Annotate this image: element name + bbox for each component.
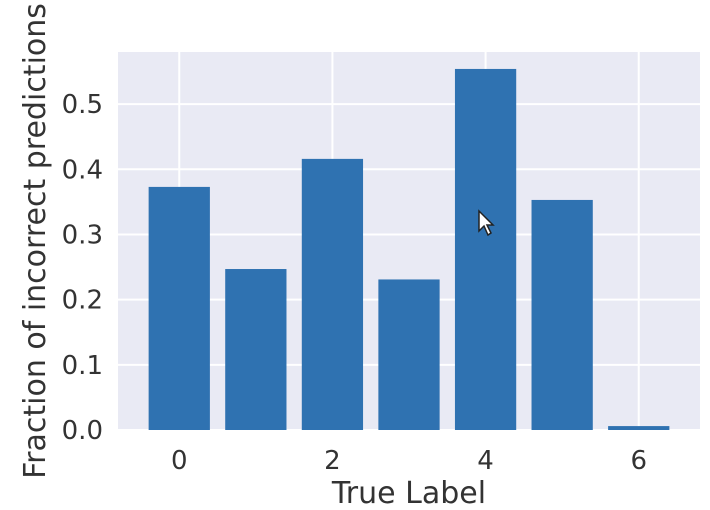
bars xyxy=(148,68,670,430)
mouse-cursor-icon xyxy=(478,209,495,237)
y-tick-label-0-2: 0.2 xyxy=(62,286,103,316)
x-tick-label-2: 2 xyxy=(324,446,341,476)
x-axis-title: True Label xyxy=(331,476,486,510)
y-tick-label-0-1: 0.1 xyxy=(62,351,103,381)
y-axis-title: Fraction of incorrect predictions xyxy=(18,3,53,479)
y-tick-labels: 0.0 0.1 0.2 0.3 0.4 0.5 xyxy=(62,90,103,446)
y-tick-label-0: 0.0 xyxy=(62,416,103,446)
y-tick-label-0-4: 0.4 xyxy=(62,155,103,185)
bar-3 xyxy=(378,279,440,430)
x-tick-label-6: 6 xyxy=(630,446,647,476)
x-tick-labels: 0 2 4 6 xyxy=(171,446,647,476)
x-tick-label-0: 0 xyxy=(171,446,188,476)
bar-4 xyxy=(454,68,517,430)
y-tick-label-0-5: 0.5 xyxy=(62,90,103,120)
bar-6 xyxy=(608,426,670,430)
bar-5 xyxy=(531,199,593,430)
bar-2 xyxy=(301,158,364,430)
x-tick-label-4: 4 xyxy=(477,446,494,476)
y-tick-label-0-3: 0.3 xyxy=(62,220,103,250)
bar-1 xyxy=(225,269,287,430)
bar-0 xyxy=(148,186,210,430)
